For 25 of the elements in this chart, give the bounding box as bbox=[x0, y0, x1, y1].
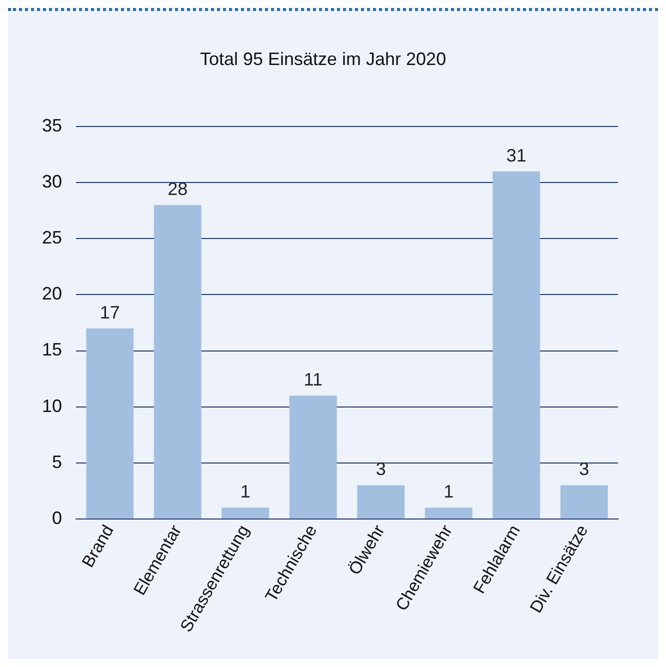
bar bbox=[154, 205, 202, 518]
data-label: 31 bbox=[506, 145, 526, 166]
data-label: 3 bbox=[376, 459, 386, 480]
data-label: 28 bbox=[168, 179, 188, 200]
y-tick-label: 25 bbox=[42, 228, 62, 248]
data-label: 11 bbox=[304, 370, 322, 390]
y-tick-label: 30 bbox=[42, 172, 62, 192]
data-label: 3 bbox=[579, 459, 590, 480]
bar bbox=[222, 508, 270, 518]
bar bbox=[492, 171, 540, 518]
bar bbox=[560, 485, 608, 518]
y-tick-label: 5 bbox=[52, 452, 62, 472]
bar bbox=[424, 508, 472, 518]
y-tick-label: 20 bbox=[42, 284, 62, 304]
bar bbox=[86, 328, 134, 518]
chart-title: Total 95 Einsätze im Jahr 2020 bbox=[200, 48, 446, 69]
bar bbox=[357, 485, 405, 518]
data-label: 17 bbox=[100, 302, 120, 322]
y-tick-label: 35 bbox=[42, 116, 62, 136]
y-tick-label: 0 bbox=[52, 508, 62, 528]
bar bbox=[289, 396, 337, 518]
data-label: 1 bbox=[444, 482, 454, 502]
y-tick-label: 10 bbox=[42, 396, 62, 416]
data-label: 1 bbox=[240, 482, 250, 502]
y-tick-label: 15 bbox=[42, 340, 62, 360]
